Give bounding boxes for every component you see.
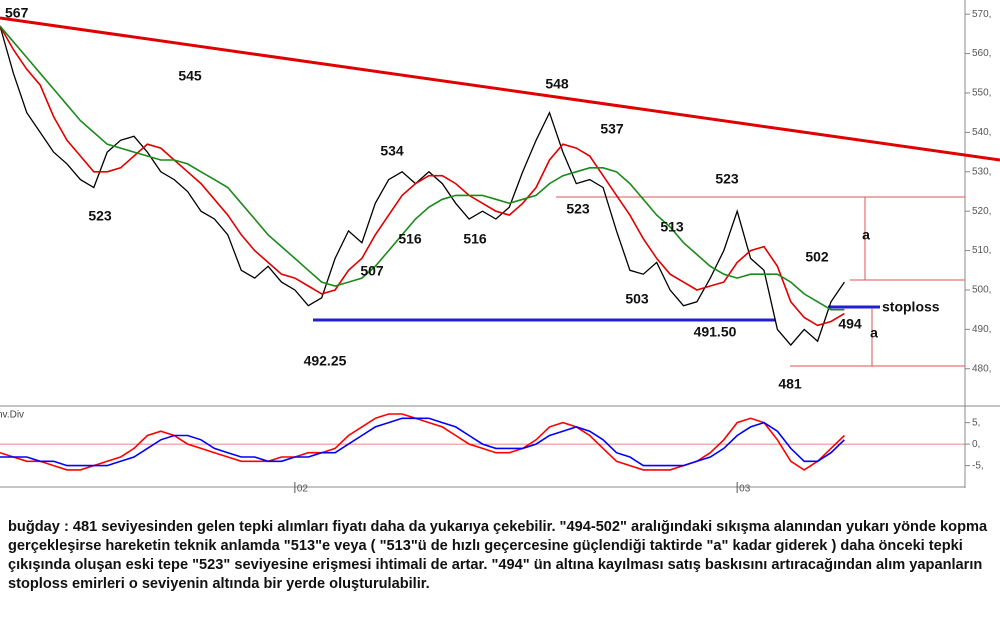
y-tick-label: 5, <box>972 417 980 428</box>
annotation: a <box>862 227 870 243</box>
y-tick-label: 520, <box>972 206 991 217</box>
annotation: 537 <box>600 121 624 137</box>
annotation: a <box>870 325 878 341</box>
chart: 480, 490, 500, 510, 520, 530, 540, 550, 560, 570,… <box>0 0 1000 500</box>
trendline <box>0 16 1000 162</box>
annotation: 548 <box>545 76 569 92</box>
annotation: 516 <box>463 231 487 247</box>
annotation: 545 <box>178 68 202 84</box>
annotation: 534 <box>380 143 404 159</box>
description: buğday : 481 seviyesinden gelen tepki al… <box>8 519 988 592</box>
y-tick-label: 530, <box>972 166 991 177</box>
y-tick-label: 490, <box>972 324 991 335</box>
annotation: 507 <box>360 263 384 279</box>
annotation: 523 <box>715 171 739 187</box>
annotation: 494 <box>838 316 862 332</box>
background <box>0 0 1000 500</box>
annotation: 516 <box>398 231 422 247</box>
series-line <box>0 413 845 471</box>
annotation: 503 <box>625 291 649 307</box>
y-tick-label: 570, <box>972 9 991 20</box>
annotation: 523 <box>88 208 112 224</box>
annotation: stoploss <box>882 299 940 315</box>
x-tick-label: 02 <box>297 484 309 495</box>
annotation: 502 <box>805 249 829 265</box>
y-tick-label: 510, <box>972 245 991 256</box>
annotation: 481 <box>778 376 802 392</box>
y-tick-label: 560, <box>972 48 991 59</box>
annotation: 492.25 <box>304 353 347 369</box>
annotation: 523 <box>566 201 590 217</box>
series-line <box>0 25 845 347</box>
x-tick-label: 03 <box>739 484 751 495</box>
annotation: 567 <box>5 5 29 21</box>
annotation: 491.50 <box>694 324 737 340</box>
y-tick-label: 540, <box>972 127 991 138</box>
y-tick-label: 480, <box>972 363 991 374</box>
y-tick-label: -5, <box>972 460 984 471</box>
series-line <box>0 25 845 327</box>
y-tick-label: 550, <box>972 88 991 99</box>
y-tick-label: 0, <box>972 439 980 450</box>
series-line <box>0 417 845 467</box>
series-line <box>0 25 845 311</box>
y-tick-label: 500, <box>972 285 991 296</box>
annotation: 513 <box>660 219 684 235</box>
panel-title: nv.Div <box>0 410 24 421</box>
